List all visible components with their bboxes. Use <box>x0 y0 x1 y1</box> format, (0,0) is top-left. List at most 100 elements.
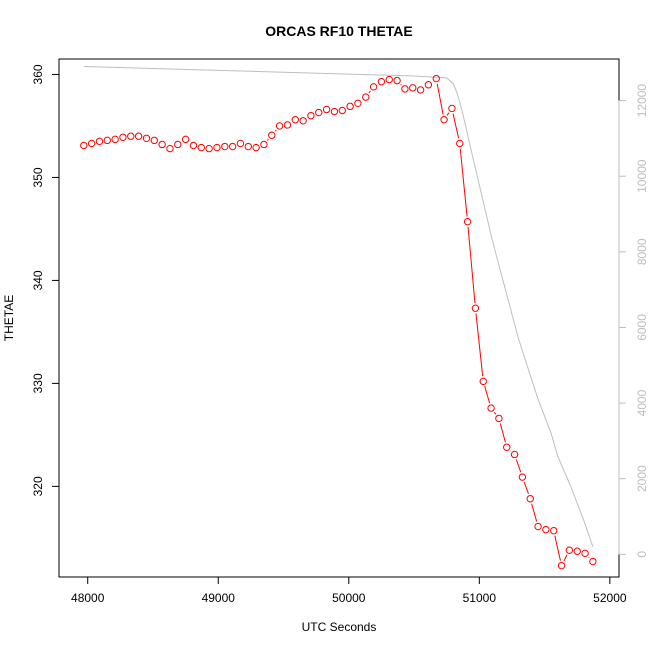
x-axis: 48000 49000 50000 51000 52000 <box>71 576 627 605</box>
chart-title: ORCAS RF10 THETAE <box>265 23 413 39</box>
primary-series <box>80 74 597 570</box>
x-tick-label: 49000 <box>202 591 236 605</box>
primary-series-point <box>369 83 378 91</box>
primary-series-segment <box>266 138 269 141</box>
primary-series-point <box>330 107 339 116</box>
primary-series-point <box>119 133 127 141</box>
primary-series-point <box>534 522 542 531</box>
primary-series-point <box>166 144 174 153</box>
primary-series-point <box>362 93 370 101</box>
primary-series-point <box>95 137 104 146</box>
primary-series-point <box>87 139 96 148</box>
primary-series-segment <box>446 112 450 116</box>
primary-series-point <box>550 526 558 535</box>
primary-series-point <box>322 105 331 114</box>
primary-series-segment <box>452 113 460 139</box>
primary-series-segment <box>400 84 402 86</box>
primary-series-point <box>283 121 292 129</box>
x-tick-label: 51000 <box>463 591 497 605</box>
primary-series-segment <box>459 148 468 217</box>
primary-series-segment <box>475 313 484 377</box>
y2-tick-label: 4000 <box>635 389 649 416</box>
primary-series-point <box>581 549 589 558</box>
primary-series-point <box>307 111 315 120</box>
primary-series-point <box>487 404 495 412</box>
primary-series-point <box>252 143 260 152</box>
primary-series-segment <box>523 481 529 495</box>
primary-series-point <box>463 218 472 226</box>
y2-tick-label: 6000 <box>635 314 649 341</box>
primary-series-point <box>471 304 480 312</box>
primary-series-point <box>573 547 581 555</box>
y-axis-right: 0 2000 4000 6000 8000 10000 12000 <box>618 84 649 558</box>
y-tick-label: 360 <box>31 64 45 84</box>
y-axis-left: 320 330 340 350 360 <box>31 64 60 496</box>
y-tick-label: 350 <box>31 167 45 187</box>
x-tick-label: 50000 <box>332 591 366 605</box>
primary-series-point <box>565 546 574 554</box>
primary-series-point <box>526 495 534 503</box>
primary-series-point <box>338 106 346 115</box>
primary-series-point <box>174 140 182 149</box>
primary-series-point <box>221 142 229 151</box>
primary-series-point <box>291 116 299 124</box>
primary-series-point <box>440 116 448 124</box>
secondary-series-line <box>83 66 594 547</box>
plot-frame <box>58 58 620 578</box>
primary-series-point <box>448 104 456 113</box>
primary-series-point <box>479 377 487 386</box>
y-tick-label: 340 <box>31 270 45 290</box>
y2-tick-label: 8000 <box>635 238 649 265</box>
primary-series-segment <box>484 386 491 404</box>
primary-series-point <box>432 74 440 83</box>
primary-series-point <box>236 139 245 148</box>
primary-series-point <box>228 142 237 151</box>
y2-tick-label: 2000 <box>635 465 649 492</box>
primary-series-point <box>456 139 464 148</box>
primary-series-point <box>385 75 393 84</box>
primary-series-segment <box>436 83 444 115</box>
primary-series-point <box>377 77 386 86</box>
primary-series-segment <box>554 535 561 561</box>
primary-series-point <box>401 85 409 93</box>
primary-series-point <box>416 86 425 94</box>
primary-series-point <box>424 81 433 89</box>
primary-series-point <box>142 134 151 142</box>
primary-series-point <box>275 122 284 130</box>
primary-series-point <box>510 450 519 459</box>
y2-tick-label: 12000 <box>635 84 649 118</box>
primary-series-point <box>260 140 268 149</box>
y-tick-label: 330 <box>31 373 45 393</box>
primary-series-point <box>299 117 307 125</box>
x-axis-label: UTC Seconds <box>302 620 377 634</box>
primary-series-point <box>589 557 597 566</box>
primary-series-point <box>205 144 213 153</box>
primary-series-point <box>127 132 135 140</box>
primary-series-point <box>354 99 362 107</box>
primary-series-point <box>393 76 401 85</box>
secondary-series <box>83 66 594 547</box>
primary-series-point <box>134 132 143 140</box>
primary-series-point <box>346 102 354 111</box>
y-tick-label: 320 <box>31 476 45 496</box>
primary-series-point <box>495 414 503 423</box>
x-tick-label: 52000 <box>593 591 627 605</box>
primary-series-point <box>181 135 190 144</box>
primary-series-segment <box>531 503 538 522</box>
primary-series-point <box>244 142 252 151</box>
primary-series-point <box>150 136 158 145</box>
primary-series-point <box>197 143 205 152</box>
primary-series-segment <box>515 459 522 473</box>
primary-series-point <box>189 141 198 150</box>
primary-series-point <box>268 131 276 139</box>
primary-series-point <box>557 561 566 570</box>
primary-series-point <box>518 473 527 481</box>
primary-series-segment <box>467 226 476 304</box>
primary-series-point <box>503 443 511 451</box>
primary-series-segment <box>368 90 371 94</box>
primary-series-point <box>80 141 88 150</box>
x-tick-label: 48000 <box>71 591 105 605</box>
primary-series-point <box>315 108 323 117</box>
